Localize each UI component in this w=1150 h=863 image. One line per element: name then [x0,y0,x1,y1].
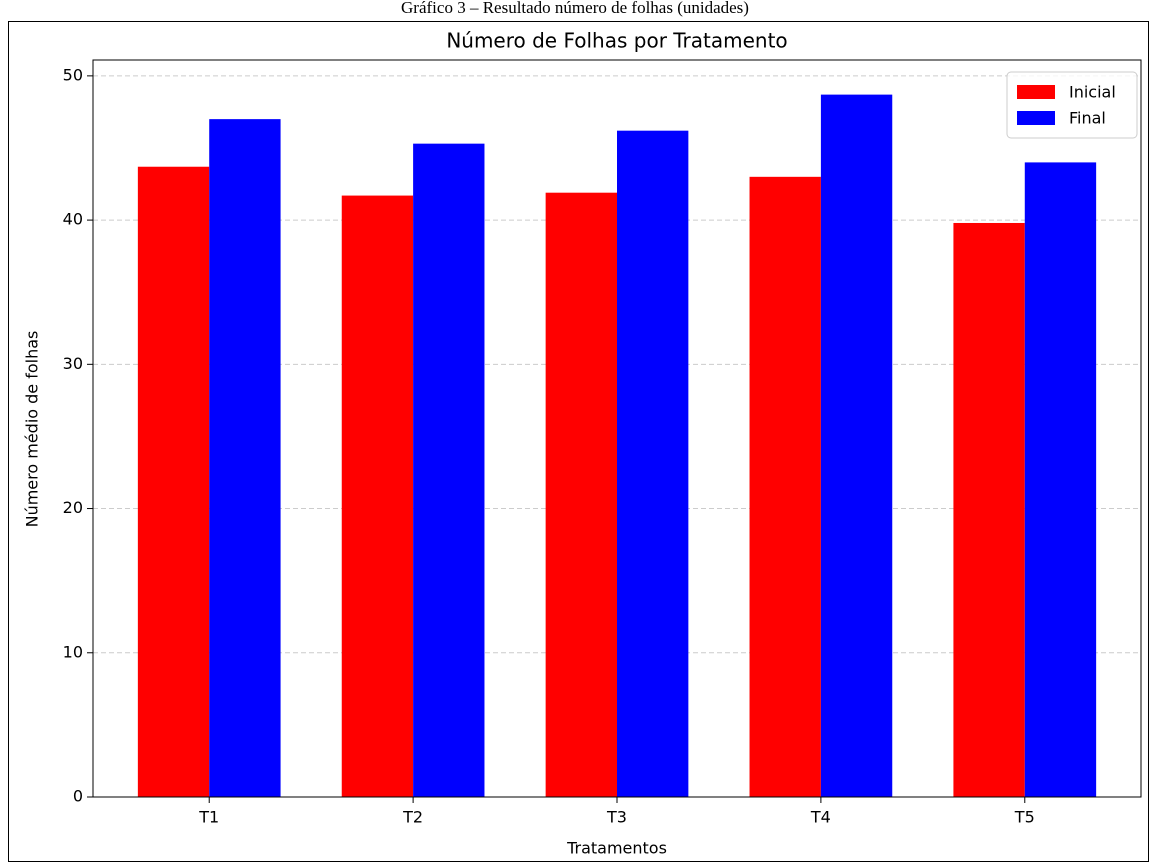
x-tick-label: T5 [1014,808,1035,827]
bar [137,166,210,798]
bar [953,222,1025,798]
bar [413,143,485,797]
legend-swatch [1017,85,1055,99]
x-tick-label: T3 [606,808,627,827]
legend-label: Inicial [1069,83,1116,102]
x-axis-label: Tratamentos [566,839,667,858]
y-tick-label: 0 [73,787,83,806]
legend-swatch [1017,111,1055,125]
y-tick-label: 50 [63,65,83,84]
bar [341,195,414,798]
legend-label: Final [1069,109,1106,128]
bar [617,130,689,797]
figure-caption: Gráfico 3 – Resultado número de folhas (… [401,0,749,17]
y-axis-label: Número médio de folhas [23,331,42,528]
x-tick-label: T2 [402,808,423,827]
plot-frame [92,59,1142,798]
y-tick-label: 10 [63,642,83,661]
bar [749,176,821,798]
y-tick-label: 30 [63,354,83,373]
bar [209,119,281,798]
x-tick-label: T4 [810,808,831,827]
y-tick-label: 40 [63,210,83,229]
x-tick-label: T1 [198,808,219,827]
y-tick-label: 20 [63,498,83,517]
bar [1024,162,1097,797]
figure-border [8,21,1149,862]
bar [545,192,617,797]
bar [820,94,893,797]
chart-title: Número de Folhas por Tratamento [446,29,787,53]
